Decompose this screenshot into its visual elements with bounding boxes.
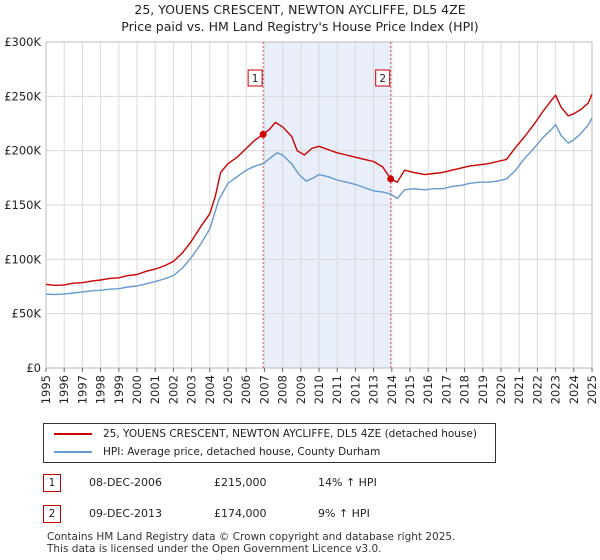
x-tick-label: 2005 — [221, 375, 235, 404]
sale-hpi-change: 9% ↑ HPI — [318, 507, 370, 520]
property-price-series-line — [45, 93, 593, 287]
sale-marker-badge: 2 — [43, 505, 61, 523]
x-tick-label: 2003 — [185, 375, 199, 404]
x-tick-label: 2006 — [239, 375, 253, 404]
x-tick-label: 2010 — [312, 375, 326, 404]
x-tick-label: 1996 — [57, 375, 71, 404]
x-tick-label: 2023 — [549, 375, 563, 404]
sale-2-point — [387, 175, 395, 183]
sale-2-label: 2 — [379, 73, 386, 85]
x-tick-label: 2012 — [348, 375, 362, 404]
x-tick-label: 2004 — [203, 375, 217, 404]
x-tick-label: 2014 — [385, 375, 399, 404]
chart-subtitle: Price paid vs. HM Land Registry's House … — [121, 19, 479, 34]
y-tick-label: £100K — [4, 252, 41, 266]
x-tick-label: 2000 — [130, 375, 144, 404]
legend-line-property — [54, 433, 92, 435]
y-tick-label: £200K — [4, 144, 41, 158]
x-tick-label: 1999 — [112, 375, 126, 404]
x-tick-label: 2017 — [439, 375, 453, 404]
x-tick-label: 2024 — [567, 375, 581, 404]
legend-item-property: 25, YOUENS CRESCENT, NEWTON AYCLIFFE, DL… — [44, 425, 477, 443]
sale-1-point — [259, 130, 267, 138]
x-tick-label: 1997 — [75, 375, 89, 404]
y-tick-label: £150K — [4, 198, 41, 212]
sale-marker-badge: 1 — [43, 474, 61, 492]
hpi-series-line — [45, 117, 593, 296]
x-tick-label: 2007 — [257, 375, 271, 404]
footer-copyright: Contains HM Land Registry data © Crown c… — [47, 531, 456, 543]
sale-row-2: 2 09-DEC-2013 £174,000 9% ↑ HPI — [0, 505, 600, 525]
x-tick-label: 2021 — [512, 375, 526, 404]
legend-item-hpi: HPI: Average price, detached house, Coun… — [44, 443, 380, 461]
chart-legend: 25, YOUENS CRESCENT, NEWTON AYCLIFFE, DL… — [43, 423, 496, 463]
x-tick-label: 2009 — [294, 375, 308, 404]
y-tick-label: £50K — [12, 307, 42, 321]
x-tick-label: 2016 — [421, 375, 435, 404]
x-tick-label: 2001 — [148, 375, 162, 404]
sale-date: 08-DEC-2006 — [89, 476, 163, 489]
sale-1-label-box — [247, 69, 263, 87]
x-tick-label: 2022 — [530, 375, 544, 404]
y-tick-label: £250K — [4, 89, 41, 103]
sale-hpi-change: 14% ↑ HPI — [318, 476, 377, 489]
x-tick-label: 2013 — [367, 375, 381, 404]
y-tick-label: £300K — [4, 35, 41, 49]
x-tick-label: 2011 — [330, 375, 344, 404]
sale-row-1: 1 08-DEC-2006 £215,000 14% ↑ HPI — [0, 474, 600, 494]
sale-1-label: 1 — [252, 73, 259, 85]
sale-date: 09-DEC-2013 — [89, 507, 163, 520]
y-tick-label: £0 — [26, 361, 41, 375]
x-tick-label: 2018 — [458, 375, 472, 404]
sale-price: £215,000 — [214, 476, 267, 489]
x-tick-label: 2015 — [403, 375, 417, 404]
legend-label-hpi: HPI: Average price, detached house, Coun… — [103, 446, 381, 458]
footer-licence: This data is licensed under the Open Gov… — [47, 543, 382, 555]
x-tick-label: 1998 — [94, 375, 108, 404]
x-tick-label: 2020 — [494, 375, 508, 404]
sale-2-label-box — [375, 69, 391, 87]
x-tick-label: 2002 — [166, 375, 180, 404]
x-tick-label: 2008 — [276, 375, 290, 404]
chart-title: 25, YOUENS CRESCENT, NEWTON AYCLIFFE, DL… — [134, 2, 466, 17]
legend-line-hpi — [54, 451, 92, 453]
x-tick-label: 1995 — [39, 375, 53, 404]
sale-price: £174,000 — [214, 507, 267, 520]
x-tick-label: 2025 — [585, 375, 599, 404]
legend-label-property: 25, YOUENS CRESCENT, NEWTON AYCLIFFE, DL… — [103, 428, 477, 440]
price-chart: 1 2 £0 £50K £100K £150K £200K £250K £300K 1995 19… — [4, 35, 599, 404]
x-tick-label: 2019 — [476, 375, 490, 404]
